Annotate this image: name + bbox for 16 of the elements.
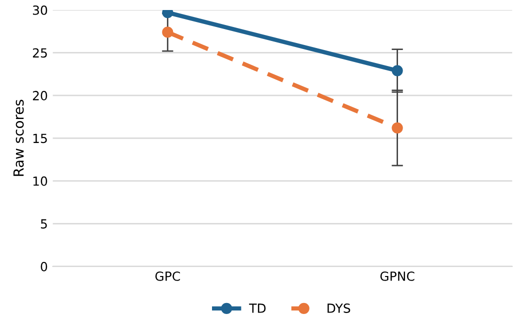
point bbox=[162, 10, 174, 18]
y-tick-label: 25 bbox=[32, 48, 47, 58]
y-axis-title: Raw scores bbox=[13, 100, 24, 176]
y-tick-label: 5 bbox=[40, 219, 47, 229]
y-tick-label: 0 bbox=[40, 262, 48, 272]
legend-label: TD bbox=[249, 304, 266, 313]
legend-label: DYS bbox=[328, 304, 350, 313]
point bbox=[392, 122, 403, 134]
x-tick-label: GPNC bbox=[380, 271, 414, 281]
y-tick-label: 30 bbox=[32, 5, 48, 15]
y-tick-label: 10 bbox=[33, 176, 48, 186]
point bbox=[392, 65, 403, 76]
x-tick-label: GPC bbox=[155, 271, 180, 281]
point bbox=[162, 26, 174, 38]
y-tick-label: 15 bbox=[33, 134, 47, 144]
y-tick-label: 20 bbox=[32, 90, 48, 100]
